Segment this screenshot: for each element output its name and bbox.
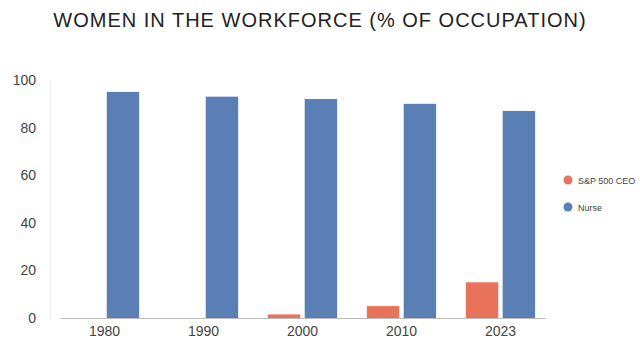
bar (367, 306, 399, 318)
bar (404, 104, 436, 318)
legend-label: Nurse (578, 203, 602, 213)
legend-label: S&P 500 CEO (578, 176, 635, 186)
y-axis-line (50, 81, 51, 319)
x-tick: 1980 (89, 318, 120, 339)
legend-item: Nurse (564, 203, 603, 213)
title: WOMEN IN THE WORKFORCE (% OF OCCUPATION) (53, 9, 586, 31)
bar (305, 99, 337, 318)
legend-swatch (564, 176, 573, 185)
chart: WOMEN IN THE WORKFORCE (% OF OCCUPATION)… (0, 0, 640, 350)
x-tick: 1990 (188, 318, 219, 339)
x-axis: 1980 1990 2000 2010 2023 (61, 318, 546, 339)
bar (466, 282, 498, 318)
y-tick: 40 (20, 215, 50, 231)
y-tick: 20 (20, 262, 50, 278)
y-tick: 0 (28, 310, 50, 326)
x-axis-line (61, 318, 546, 319)
x-tick-label: 1990 (188, 323, 219, 339)
x-tick: 2023 (485, 318, 516, 339)
y-axis: 0 20 40 60 80 100 (13, 72, 51, 326)
y-tick-label: 60 (20, 167, 36, 183)
y-tick: 100 (13, 72, 50, 88)
y-tick: 60 (20, 167, 50, 183)
x-tick-label: 1980 (89, 323, 120, 339)
x-tick-label: 2000 (287, 323, 318, 339)
y-tick-label: 80 (20, 120, 36, 136)
y-tick: 80 (20, 120, 50, 136)
bar (169, 318, 201, 319)
bar (268, 314, 300, 318)
plot: 0 20 40 60 80 100 1980 1990 2000 2010 2023 (13, 72, 546, 339)
x-tick: 2010 (386, 318, 417, 339)
y-tick-label: 100 (13, 72, 37, 88)
bar (206, 97, 238, 318)
y-tick-label: 20 (20, 262, 36, 278)
x-tick-label: 2010 (386, 323, 417, 339)
y-tick-label: 40 (20, 215, 36, 231)
y-tick-label: 0 (28, 310, 36, 326)
legend: S&P 500 CEO Nurse (564, 176, 636, 213)
legend-swatch (564, 203, 573, 212)
bars (107, 92, 535, 318)
bar (107, 92, 139, 318)
bar (503, 111, 535, 318)
x-tick: 2000 (287, 318, 318, 339)
x-tick-label: 2023 (485, 323, 516, 339)
legend-item: S&P 500 CEO (564, 176, 636, 186)
bar (70, 318, 102, 319)
